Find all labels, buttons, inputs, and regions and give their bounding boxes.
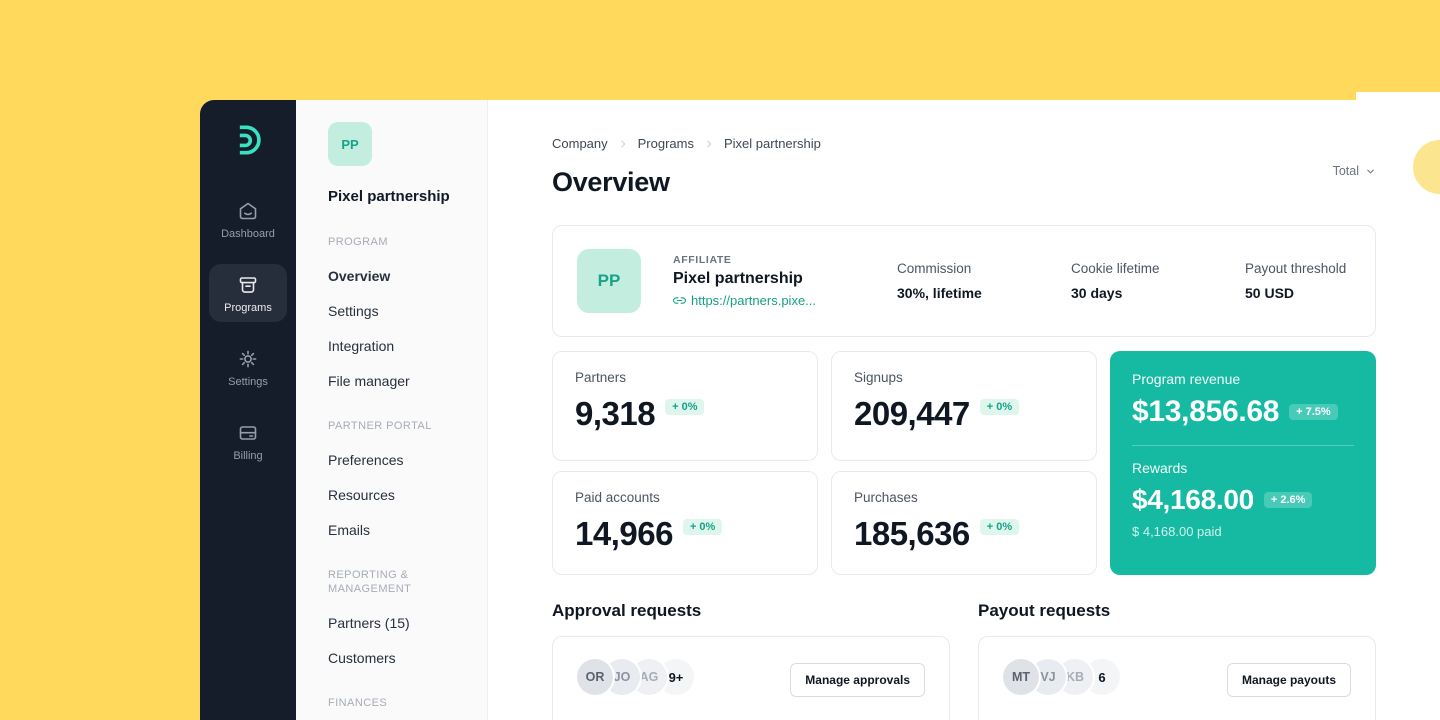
sidebar-item-resources[interactable]: Resources	[328, 487, 395, 503]
sidebar-item-preferences[interactable]: Preferences	[328, 452, 404, 468]
change-badge: + 0%	[979, 519, 1020, 535]
program-portal-link[interactable]: https://partners.pixe...	[673, 293, 873, 308]
program-portal-url: https://partners.pixe...	[691, 293, 817, 308]
app-window: Dashboard Programs	[200, 100, 1440, 720]
requests-section: Approval requests OR JO AG 9+ Manage app…	[552, 601, 1376, 720]
approval-avatar-stack: OR JO AG 9+	[577, 659, 694, 695]
avatar: OR	[577, 659, 613, 695]
gear-icon	[237, 348, 259, 370]
rail-item-label: Programs	[224, 302, 272, 314]
partnero-logo-icon	[239, 125, 261, 155]
chevron-right-icon	[704, 139, 714, 149]
fact-payout-threshold: Payout threshold 50 USD	[1245, 261, 1347, 301]
revenue-label: Program revenue	[1132, 371, 1241, 387]
rewards-value: $4,168.00	[1132, 484, 1254, 515]
program-revenue-card: Program revenue $13,856.68 + 7.5% Reward…	[1110, 351, 1376, 575]
brand-logo[interactable]	[226, 118, 270, 162]
sidebar-item-partners[interactable]: Partners (15)	[328, 615, 410, 631]
fact-commission: Commission 30%, lifetime	[897, 261, 982, 301]
approval-requests-card: OR JO AG 9+ Manage approvals	[552, 636, 950, 720]
window-top-edge	[1356, 92, 1440, 102]
program-avatar: PP	[328, 122, 372, 166]
sidebar-item-emails[interactable]: Emails	[328, 522, 371, 538]
program-name: Pixel partnership	[328, 188, 450, 205]
payout-requests-title: Payout requests	[978, 601, 1111, 620]
rail-item-label: Billing	[233, 450, 263, 462]
breadcrumb-company[interactable]: Company	[552, 136, 608, 151]
sidebar-section-finances: FINANCES	[328, 697, 388, 709]
stat-card-paid-accounts: Paid accounts 14,966 + 0%	[552, 471, 818, 575]
program-name: Pixel partnership	[673, 270, 803, 287]
program-type-label: AFFILIATE	[673, 254, 732, 266]
rail-item-label: Settings	[228, 376, 268, 388]
sidebar-item-customers[interactable]: Customers	[328, 650, 396, 666]
sidebar-item-integration[interactable]: Integration	[328, 338, 395, 354]
sidebar-item-overview[interactable]: Overview	[328, 268, 391, 284]
change-badge: + 0%	[979, 399, 1020, 415]
fact-cookie-lifetime: Cookie lifetime 30 days	[1071, 261, 1160, 301]
breadcrumb-current: Pixel partnership	[724, 136, 821, 151]
sidebar-section-partner-portal: PARTNER PORTAL	[328, 420, 432, 432]
divider	[1132, 445, 1354, 446]
stat-value: 185,636	[854, 515, 970, 552]
page-title: Overview	[552, 167, 670, 197]
rewards-paid-note: $ 4,168.00 paid	[1132, 524, 1222, 539]
avatar: JO	[604, 659, 640, 695]
payout-avatar-stack: MT VJ KB 6	[1003, 659, 1120, 695]
avatar: MT	[1003, 659, 1039, 695]
rail-item-programs[interactable]: Programs	[209, 264, 287, 322]
manage-payouts-button[interactable]: Manage payouts	[1226, 663, 1351, 697]
chevron-right-icon	[618, 139, 628, 149]
stats-grid: Partners 9,318 + 0% Signups 209,447 + 0%…	[552, 351, 1376, 575]
approval-requests-title: Approval requests	[552, 601, 702, 620]
sidebar-section-reporting: REPORTING & MANAGEMENT	[328, 569, 412, 595]
approval-requests-block: Approval requests OR JO AG 9+ Manage app…	[552, 601, 950, 720]
breadcrumb: Company Programs Pixel partnership	[552, 136, 1376, 151]
sidebar-item-file-manager[interactable]: File manager	[328, 373, 410, 389]
change-badge: + 0%	[665, 399, 705, 415]
revenue-value: $13,856.68	[1132, 395, 1280, 428]
chevron-down-icon	[1365, 166, 1376, 177]
change-badge: + 7.5%	[1289, 404, 1338, 420]
sidebar-item-settings[interactable]: Settings	[328, 303, 379, 319]
total-filter-dropdown[interactable]: Total	[1333, 164, 1376, 178]
archive-icon	[237, 274, 259, 296]
rail-item-settings[interactable]: Settings	[209, 338, 287, 396]
stat-value: 14,966	[575, 515, 673, 552]
home-icon	[237, 200, 259, 222]
stat-card-purchases: Purchases 185,636 + 0%	[831, 471, 1097, 575]
breadcrumb-programs[interactable]: Programs	[637, 136, 694, 151]
primary-nav-rail: Dashboard Programs	[200, 100, 296, 720]
stat-card-signups: Signups 209,447 + 0%	[831, 351, 1097, 461]
program-sidebar: PP Pixel partnership PROGRAM Overview Se…	[296, 100, 488, 720]
sidebar-section-program: PROGRAM	[328, 236, 388, 248]
payout-requests-card: MT VJ KB 6 Manage payouts	[978, 636, 1376, 720]
payout-requests-block: Payout requests MT VJ KB 6 Manage payout…	[978, 601, 1376, 720]
program-info-card: PP AFFILIATE Pixel partnership https://p…	[552, 225, 1376, 337]
change-badge: + 0%	[682, 519, 723, 535]
program-avatar: PP	[577, 249, 641, 313]
change-badge: + 2.6%	[1263, 492, 1313, 508]
stat-value: 9,318	[575, 395, 656, 432]
credit-card-icon	[237, 422, 259, 444]
stat-value: 209,447	[854, 395, 970, 432]
rail-item-label: Dashboard	[221, 228, 275, 240]
total-filter-label: Total	[1332, 164, 1359, 178]
rewards-label: Rewards	[1132, 460, 1188, 476]
link-icon	[673, 294, 686, 307]
manage-approvals-button[interactable]: Manage approvals	[790, 663, 925, 697]
stat-card-partners: Partners 9,318 + 0%	[552, 351, 818, 461]
rail-item-billing[interactable]: Billing	[209, 412, 287, 470]
rail-item-dashboard[interactable]: Dashboard	[209, 190, 287, 248]
main-content: Company Programs Pixel partnership Overv…	[488, 100, 1440, 720]
